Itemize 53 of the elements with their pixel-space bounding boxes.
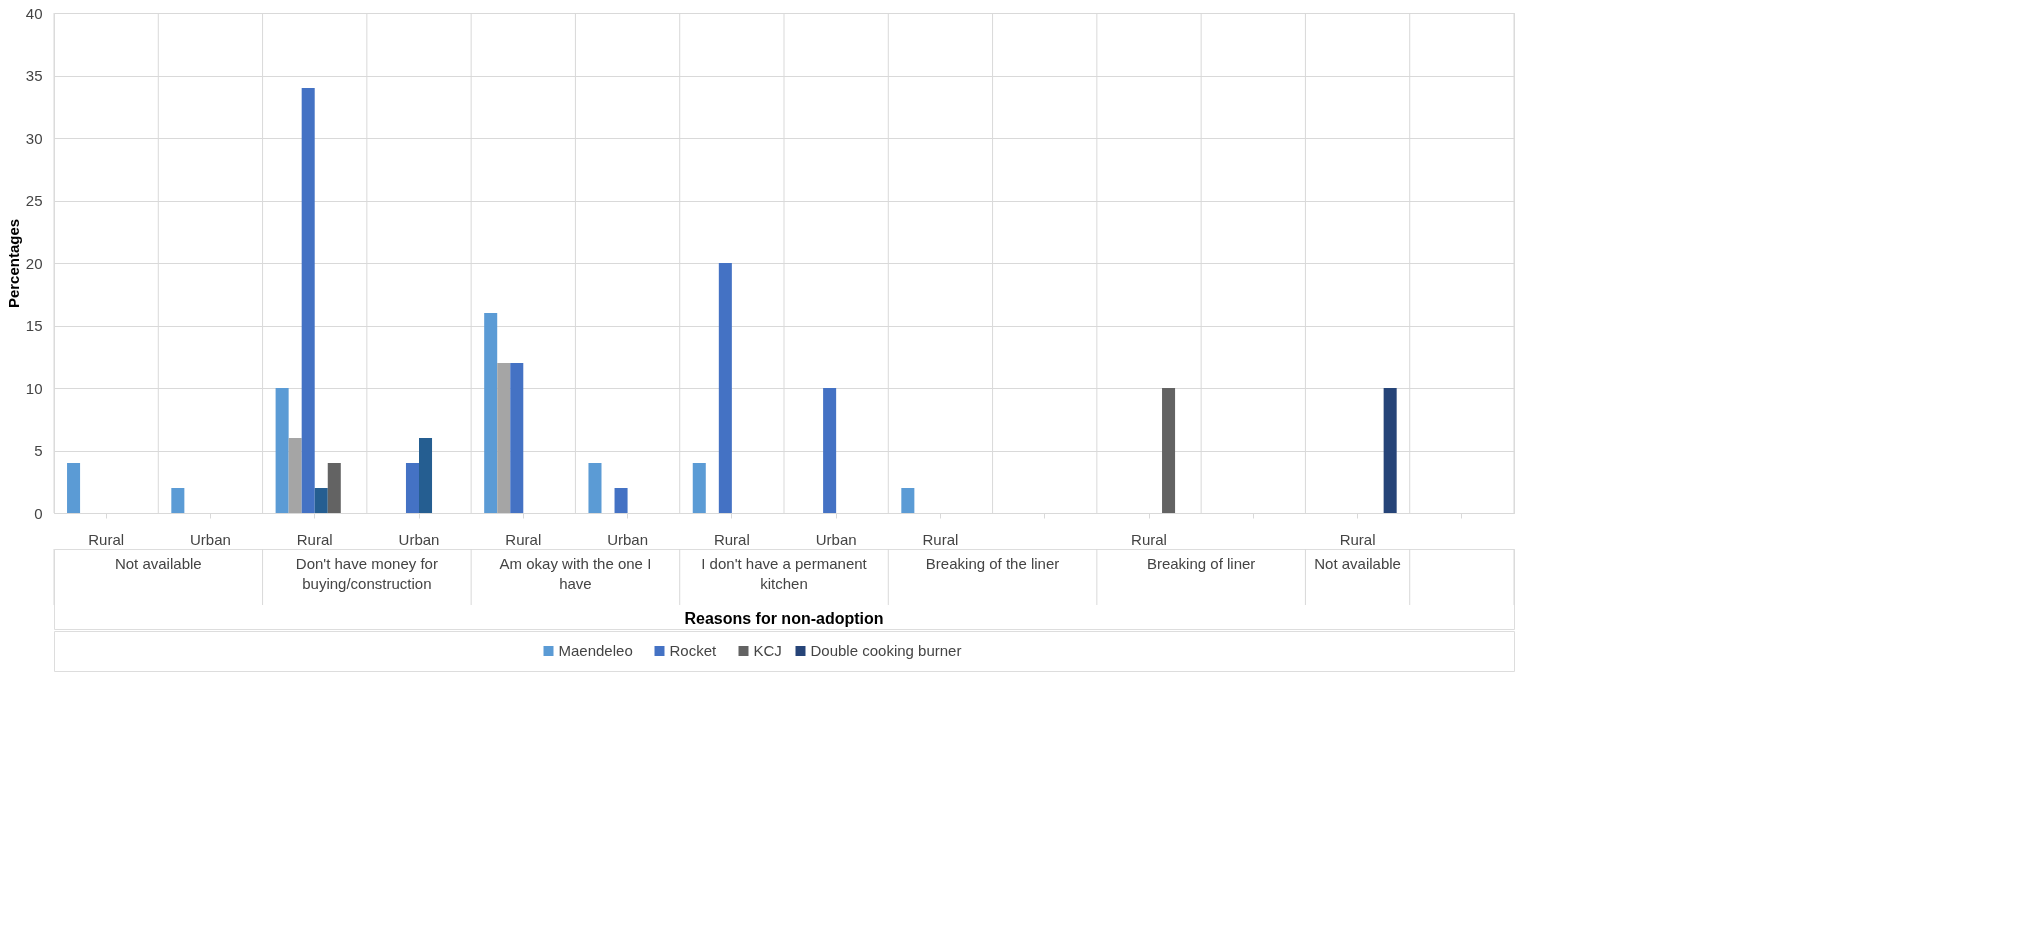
bar	[510, 363, 524, 513]
x-tick-label: Urban	[815, 530, 857, 548]
bar	[614, 488, 628, 513]
text: Am okay with the one I have	[499, 555, 652, 592]
x-tick-label: Rural	[505, 530, 542, 548]
x-tick-label: Rural	[296, 530, 333, 548]
bar	[718, 263, 732, 513]
bar	[419, 438, 433, 513]
bar	[484, 313, 498, 513]
y-tick-label: 0	[34, 504, 43, 522]
bar	[288, 438, 302, 513]
bar	[67, 463, 81, 513]
legend-label: Rocket	[669, 642, 718, 659]
y-tick-label: 35	[25, 67, 43, 84]
text: Not available	[1314, 555, 1401, 572]
bar	[405, 463, 419, 513]
x-tick-label: Rural	[1131, 530, 1167, 548]
x-tick-label: Rural	[88, 530, 125, 548]
x-tick-label: Urban	[190, 530, 231, 548]
text: Don't have money for buying/construction	[295, 555, 438, 592]
y-axis-title: Percentages	[4, 218, 22, 309]
bar	[314, 488, 328, 513]
x-tick-label: Rural	[1339, 530, 1376, 548]
x-tick-label: Urban	[607, 530, 648, 548]
text: Breaking of liner	[1146, 555, 1256, 572]
text: Not available	[114, 555, 202, 572]
y-tick-label: 15	[25, 317, 43, 334]
y-tick-label: 20	[25, 254, 43, 272]
bar	[588, 463, 602, 513]
bar	[301, 88, 315, 513]
bar	[171, 488, 185, 513]
legend-label: Double cooking burner	[810, 642, 962, 659]
bar	[275, 388, 289, 513]
bar	[497, 363, 511, 513]
y-tick-label: 25	[25, 192, 43, 209]
y-tick-label: 10	[25, 379, 43, 397]
x-axis-title: Reasons for non-adoption	[684, 610, 884, 627]
x-tick-label: Urban	[398, 530, 440, 548]
legend-label: KCJ	[753, 642, 782, 659]
bar	[1162, 388, 1176, 513]
bar	[823, 388, 837, 513]
bar	[692, 463, 706, 513]
text: I don't have a permanent kitchen	[701, 555, 868, 592]
x-tick-label: Rural	[922, 530, 959, 548]
text: Breaking of the liner	[925, 555, 1060, 572]
bar	[327, 463, 341, 513]
y-tick-label: 30	[25, 129, 43, 147]
x-tick-label: Rural	[713, 530, 750, 548]
bar	[1383, 388, 1397, 513]
y-tick-label: 5	[34, 442, 43, 459]
legend-label: Maendeleo	[558, 642, 633, 659]
y-tick-label: 40	[25, 4, 43, 22]
bar	[901, 488, 915, 513]
